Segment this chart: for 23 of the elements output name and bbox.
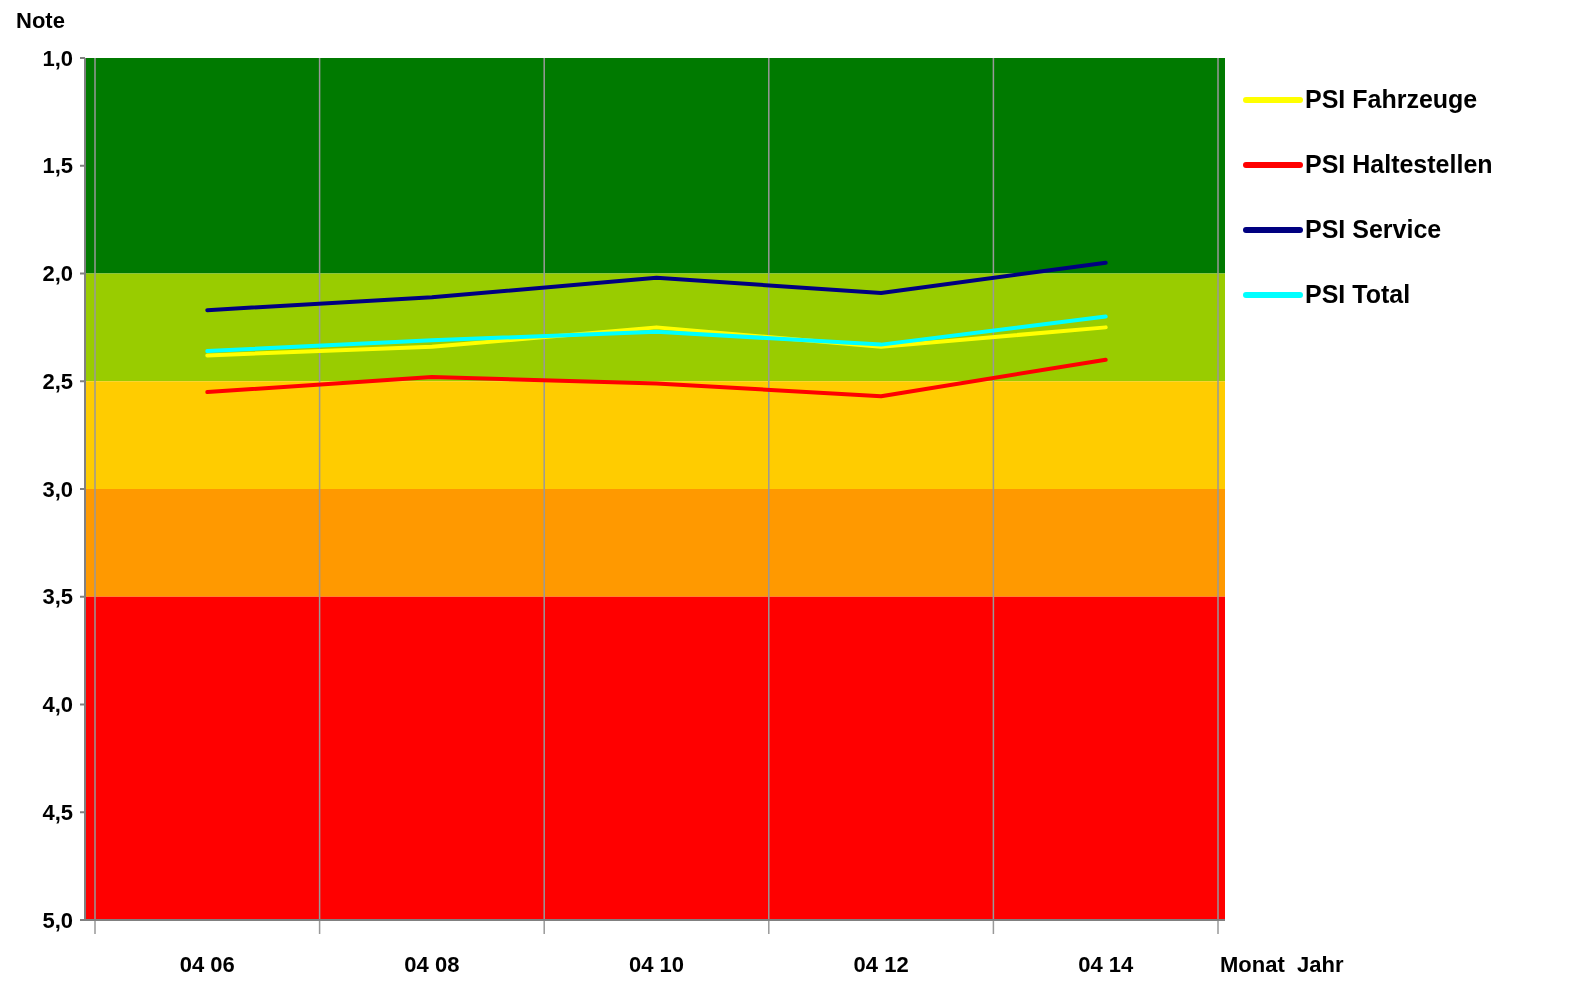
legend-label: PSI Fahrzeuge [1305, 85, 1478, 113]
y-tick-label: 5,0 [42, 907, 73, 933]
legend-label: PSI Total [1305, 280, 1411, 308]
line-series [205, 260, 1108, 313]
x-tick-label: 04 14 [1078, 952, 1134, 977]
line-series [205, 314, 1108, 354]
x-tick-label: 04 10 [628, 952, 685, 977]
line-series [205, 357, 1108, 399]
x-axis-title: Monat Jahr [1220, 952, 1344, 977]
x-tick-label: 04 12 [853, 952, 909, 977]
y-tick-label: 2,5 [42, 368, 73, 394]
y-tick-label: 3,0 [42, 476, 73, 502]
y-tick-label: 3,5 [42, 584, 73, 610]
y-tick-label: 1,5 [42, 153, 73, 179]
y-tick-label: 2,0 [42, 261, 73, 287]
y-tick-label: 1,0 [42, 45, 73, 71]
x-tick-label: 04 08 [404, 952, 460, 977]
x-tick-label: 04 06 [179, 952, 235, 977]
y-tick-label: 4,5 [42, 799, 73, 825]
y-axis-title: Note [16, 8, 65, 33]
legend-label: PSI Service [1305, 215, 1442, 243]
y-tick-label: 4,0 [42, 692, 73, 718]
legend-label: PSI Haltestellen [1305, 150, 1493, 178]
